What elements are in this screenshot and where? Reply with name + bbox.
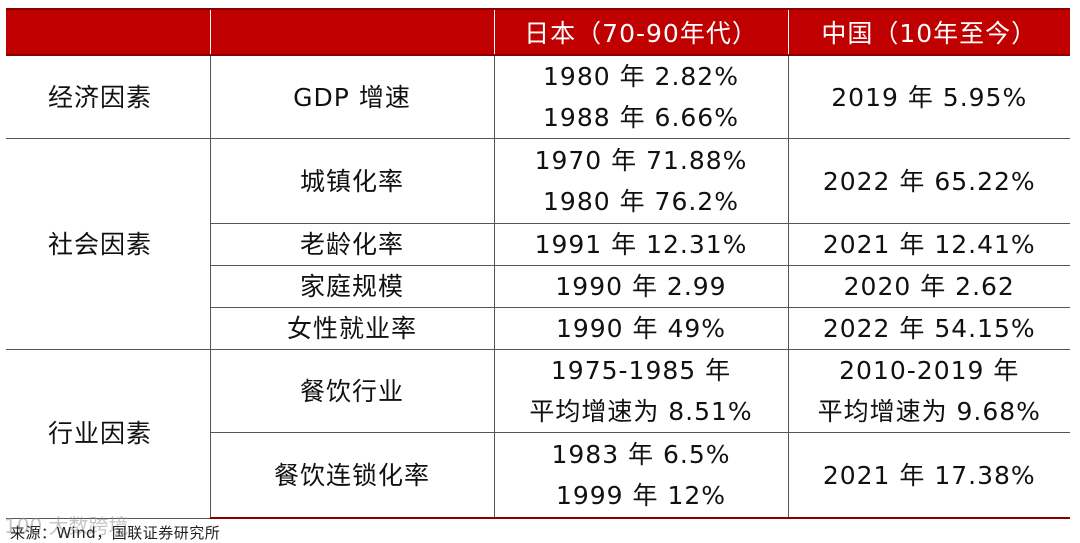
japan-catering-line2: 平均增速为 8.51% — [529, 397, 753, 426]
japan-aging: 1991 年 12.31% — [493, 223, 789, 266]
table-row: 家庭规模 1990 年 2.99 2020 年 2.62 — [6, 265, 1070, 308]
comparison-table: 日本（70-90年代） 中国（10年至今） 经济因素 GDP 增速 1980 年… — [6, 8, 1070, 519]
header-china: 中国（10年至今） — [787, 8, 1070, 56]
japan-catering: 1975-1985 年 平均增速为 8.51% — [493, 349, 789, 433]
china-urbanization: 2022 年 65.22% — [787, 138, 1070, 224]
table-row: 餐饮连锁化率 1983 年 6.5% 1999 年 12% 2021 年 17.… — [6, 432, 1070, 519]
china-female: 2022 年 54.15% — [787, 307, 1070, 350]
china-aging: 2021 年 12.41% — [787, 223, 1070, 266]
japan-urbanization-line2: 1980 年 76.2% — [543, 187, 739, 216]
japan-chain-line2: 1999 年 12% — [555, 481, 727, 510]
table-row: 经济因素 GDP 增速 1980 年 2.82% 1988 年 6.66% 20… — [6, 54, 1070, 139]
japan-chain: 1983 年 6.5% 1999 年 12% — [493, 432, 789, 519]
table-header-row: 日本（70-90年代） 中国（10年至今） — [6, 8, 1070, 56]
indicator-family: 家庭规模 — [210, 265, 495, 308]
indicator-aging: 老龄化率 — [210, 223, 495, 266]
table-row: 老龄化率 1991 年 12.31% 2021 年 12.41% — [6, 223, 1070, 266]
china-family: 2020 年 2.62 — [787, 265, 1070, 308]
category-economy: 经济因素 — [6, 54, 211, 139]
china-catering: 2010-2019 年 平均增速为 9.68% — [787, 349, 1070, 433]
header-category — [6, 8, 210, 56]
japan-catering-line1: 1975-1985 年 — [550, 356, 732, 385]
japan-urbanization: 1970 年 71.88% 1980 年 76.2% — [493, 138, 789, 224]
japan-chain-line1: 1983 年 6.5% — [551, 440, 731, 469]
japan-gdp-line2: 1988 年 6.66% — [543, 103, 739, 132]
category-industry: 行业因素 — [6, 349, 211, 519]
japan-family: 1990 年 2.99 — [493, 265, 789, 308]
table-row: 行业因素 餐饮行业 1975-1985 年 平均增速为 8.51% 2010-2… — [6, 349, 1070, 519]
china-chain: 2021 年 17.38% — [787, 432, 1070, 519]
japan-gdp: 1980 年 2.82% 1988 年 6.66% — [493, 54, 789, 139]
header-indicator — [209, 8, 494, 56]
china-catering-line1: 2010-2019 年 — [839, 356, 1020, 385]
indicator-gdp: GDP 增速 — [209, 54, 495, 139]
source-note: 来源：Wind，国联证券研究所 — [10, 524, 221, 542]
category-social: 社会因素 — [6, 138, 211, 350]
indicator-urbanization: 城镇化率 — [209, 138, 495, 224]
table-row: 社会因素 城镇化率 1970 年 71.88% 1980 年 76.2% 202… — [6, 138, 1070, 350]
japan-urbanization-line1: 1970 年 71.88% — [534, 146, 748, 175]
indicator-catering: 餐饮行业 — [209, 349, 495, 433]
china-gdp: 2019 年 5.95% — [787, 54, 1070, 139]
china-catering-line2: 平均增速为 9.68% — [817, 397, 1041, 426]
japan-female: 1990 年 49% — [493, 307, 789, 350]
japan-gdp-line1: 1980 年 2.82% — [543, 62, 739, 91]
watermark-text: 100 大数跨境 — [4, 514, 129, 538]
comparison-table-container: 日本（70-90年代） 中国（10年至今） 经济因素 GDP 增速 1980 年… — [6, 8, 1070, 519]
header-japan: 日本（70-90年代） — [493, 8, 788, 56]
indicator-chain: 餐饮连锁化率 — [210, 432, 495, 519]
indicator-female: 女性就业率 — [210, 307, 495, 350]
